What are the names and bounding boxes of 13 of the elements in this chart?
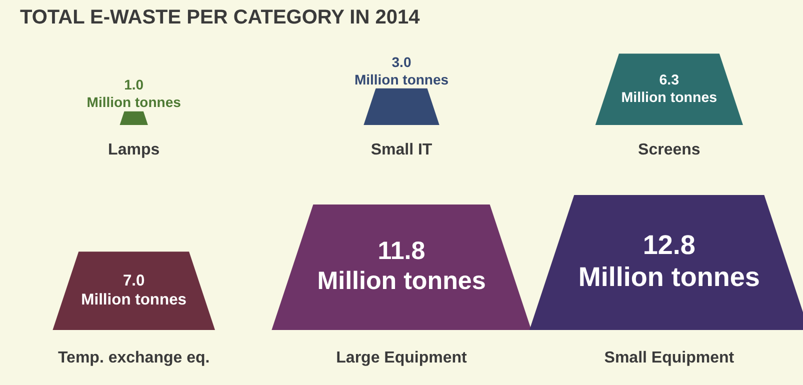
category-label: Small Equipment xyxy=(604,349,735,366)
data-label: 6.3 Million tonnes xyxy=(621,72,718,106)
category-label: Screens xyxy=(638,141,700,158)
category-label: Small IT xyxy=(370,141,432,158)
data-label: 12.8 Million tonnes xyxy=(578,230,760,292)
data-label: 11.8 Million tonnes xyxy=(317,237,486,296)
category-label: Large Equipment xyxy=(336,349,468,366)
data-label: 7.0 Million tonnes xyxy=(81,272,187,309)
data-label: 3.0 Million tonnes xyxy=(354,54,449,88)
text: TOTAL E-WASTE PER CATEGORY IN 2014 xyxy=(20,6,421,29)
category-label: Temp. exchange eq. xyxy=(58,349,210,366)
data-label: 1.0 Million tonnes xyxy=(86,76,182,110)
category-label: Lamps xyxy=(108,141,160,158)
